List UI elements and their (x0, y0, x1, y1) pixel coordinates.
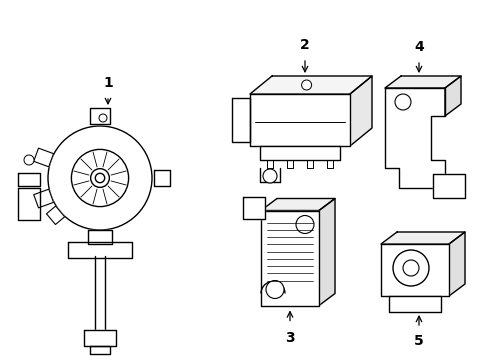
Circle shape (99, 114, 107, 122)
Polygon shape (90, 108, 110, 124)
Circle shape (263, 169, 277, 183)
Polygon shape (243, 197, 265, 219)
Polygon shape (18, 188, 40, 220)
Polygon shape (449, 232, 465, 296)
Circle shape (72, 149, 128, 207)
Polygon shape (381, 244, 449, 296)
Polygon shape (68, 242, 132, 258)
Polygon shape (250, 76, 372, 94)
Polygon shape (350, 76, 372, 146)
Text: 1: 1 (103, 76, 113, 90)
Polygon shape (287, 160, 293, 168)
Polygon shape (261, 211, 319, 306)
Polygon shape (34, 189, 53, 208)
Polygon shape (47, 206, 65, 225)
Polygon shape (84, 330, 116, 346)
Polygon shape (319, 198, 335, 306)
Polygon shape (154, 170, 170, 186)
Circle shape (24, 155, 34, 165)
Circle shape (96, 173, 105, 183)
Polygon shape (250, 94, 350, 146)
Circle shape (302, 80, 312, 90)
Polygon shape (389, 296, 441, 312)
Circle shape (266, 280, 284, 298)
Polygon shape (267, 160, 273, 168)
Polygon shape (34, 148, 53, 167)
Text: 5: 5 (414, 334, 424, 348)
Text: 3: 3 (285, 332, 295, 346)
Polygon shape (381, 232, 465, 244)
Circle shape (296, 216, 314, 234)
Polygon shape (385, 88, 445, 188)
Polygon shape (90, 346, 110, 354)
Polygon shape (260, 146, 340, 160)
Polygon shape (327, 160, 333, 168)
Polygon shape (88, 230, 112, 244)
Circle shape (91, 168, 109, 187)
Polygon shape (261, 198, 335, 211)
Polygon shape (232, 98, 250, 142)
Polygon shape (385, 76, 461, 88)
Polygon shape (433, 174, 465, 198)
Circle shape (393, 250, 429, 286)
Circle shape (395, 94, 411, 110)
Text: 4: 4 (414, 40, 424, 54)
Polygon shape (445, 76, 461, 116)
Text: 2: 2 (300, 38, 310, 52)
Polygon shape (307, 160, 313, 168)
Circle shape (403, 260, 419, 276)
Polygon shape (18, 173, 40, 186)
Circle shape (48, 126, 152, 230)
